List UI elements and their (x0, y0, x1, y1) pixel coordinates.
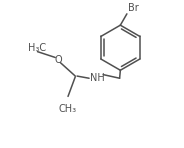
Text: O: O (54, 55, 62, 65)
Text: NH: NH (90, 73, 105, 83)
Text: H₃C: H₃C (28, 44, 46, 53)
Text: Br: Br (128, 3, 138, 13)
Text: CH₃: CH₃ (58, 104, 76, 114)
